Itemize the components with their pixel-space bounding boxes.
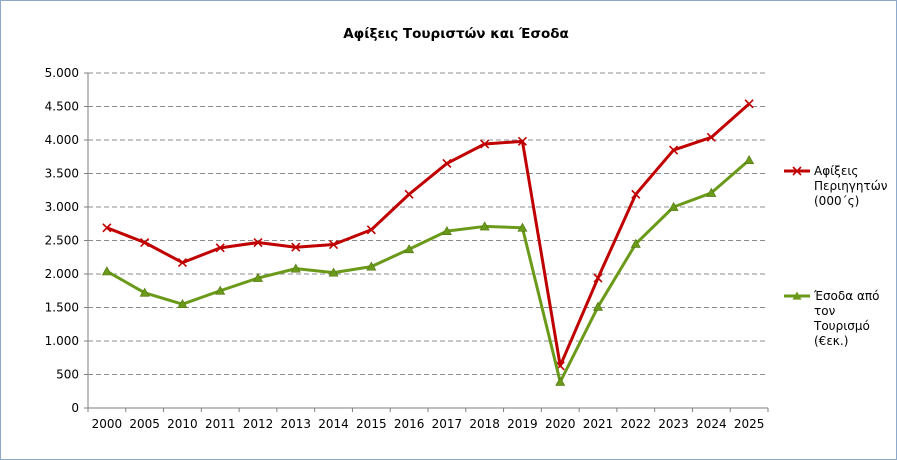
y-tick-label: 4.500 — [45, 100, 79, 114]
data-point-x-marker — [366, 225, 376, 235]
y-tick-label: 2.500 — [45, 234, 79, 248]
data-point-x-marker — [102, 223, 112, 233]
x-tick-label: 2011 — [205, 417, 236, 431]
x-tick-label: 2012 — [243, 417, 274, 431]
data-point-x-marker — [744, 99, 754, 109]
x-tick-label: 2025 — [734, 417, 765, 431]
data-point-triangle-marker — [404, 244, 415, 254]
data-point-x-marker — [253, 237, 263, 248]
data-point-triangle-marker — [177, 299, 188, 309]
series-1 — [102, 99, 754, 371]
series-line — [106, 102, 751, 368]
legend-marker — [792, 166, 802, 176]
x-tick-label: 2018 — [469, 417, 500, 431]
x-tick-label: 2023 — [658, 417, 689, 431]
data-point-triangle-marker — [555, 376, 566, 386]
data-point-x-marker — [706, 132, 716, 142]
data-point-x-marker — [480, 139, 490, 149]
data-point-triangle-marker — [252, 272, 264, 282]
legend-label: τον — [814, 304, 836, 318]
legend-label: (000΄ς) — [814, 194, 859, 208]
data-point-triangle-marker — [290, 263, 301, 273]
data-point-x-marker — [442, 158, 452, 169]
legend-label: (€εκ.) — [814, 334, 848, 348]
data-point-x-marker — [517, 136, 528, 146]
y-tick-label: 500 — [56, 368, 79, 382]
data-point-x-marker — [668, 145, 679, 155]
data-point-triangle-marker — [101, 266, 112, 276]
y-tick-label: 3.000 — [45, 200, 79, 214]
x-tick-label: 2010 — [167, 417, 198, 431]
data-point-x-marker — [631, 189, 641, 199]
data-point-triangle-marker — [706, 187, 717, 197]
data-point-triangle-marker — [517, 222, 528, 232]
y-tick-label: 1.000 — [45, 334, 79, 348]
y-tick-labels: 0 500 1.000 1.500 2.000 2.500 3.000 3.500 4.000 4… — [45, 66, 79, 415]
data-point-x-marker — [140, 237, 150, 248]
data-point-triangle-marker — [139, 287, 150, 297]
legend-label: Αφίξεις — [814, 164, 858, 178]
data-point-triangle-marker — [441, 226, 452, 236]
legend-marker — [792, 291, 802, 300]
axes — [84, 72, 769, 412]
x-tick-label: 2021 — [583, 417, 614, 431]
data-point-triangle-marker — [328, 267, 339, 277]
y-tick-label: 0 — [71, 401, 79, 415]
data-point-triangle-marker — [744, 154, 755, 164]
chart-title: Αφίξεις Τουριστών και Έσοδα — [343, 26, 569, 42]
x-tick-label: 2017 — [432, 417, 463, 431]
legend-label: Περιηγητών — [814, 179, 888, 193]
x-tick-label: 2005 — [129, 417, 160, 431]
x-tick-label: 2000 — [92, 417, 123, 431]
x-tick-label: 2019 — [507, 417, 538, 431]
data-point-triangle-marker — [668, 201, 679, 211]
gridlines — [88, 72, 768, 375]
x-tick-label: 2014 — [318, 417, 349, 431]
y-tick-label: 1.500 — [45, 301, 79, 315]
data-point-triangle-marker — [592, 301, 604, 311]
data-point-triangle-marker — [479, 221, 490, 231]
series-2 — [101, 154, 755, 386]
x-tick-labels: 2000 2005 2010 2011 2012 2013 2014 2015 2016 2017… — [92, 417, 765, 431]
data-point-triangle-marker — [630, 238, 641, 248]
y-tick-label: 4.000 — [45, 133, 79, 147]
x-tick-label: 2013 — [281, 417, 312, 431]
x-tick-label: 2016 — [394, 417, 425, 431]
data-point-triangle-marker — [215, 285, 226, 295]
data-point-x-marker — [328, 239, 339, 250]
legend-label: Έσοδα από — [813, 289, 879, 303]
series-group — [101, 99, 755, 386]
x-tick-label: 2020 — [545, 417, 576, 431]
data-point-x-marker — [593, 273, 603, 283]
series-line — [106, 158, 751, 384]
data-point-x-marker — [404, 189, 414, 199]
y-tick-label: 3.500 — [45, 167, 79, 181]
data-point-x-marker — [215, 243, 225, 253]
x-tick-label: 2015 — [356, 417, 387, 431]
data-point-triangle-marker — [366, 261, 377, 271]
data-point-x-marker — [177, 258, 188, 268]
y-tick-label: 5.000 — [45, 66, 79, 80]
legend-label: Τουρισμό — [813, 319, 870, 333]
data-point-x-marker — [291, 242, 301, 252]
x-tick-label: 2024 — [696, 417, 727, 431]
x-tick-label: 2022 — [621, 417, 652, 431]
y-tick-label: 2.000 — [45, 267, 79, 281]
